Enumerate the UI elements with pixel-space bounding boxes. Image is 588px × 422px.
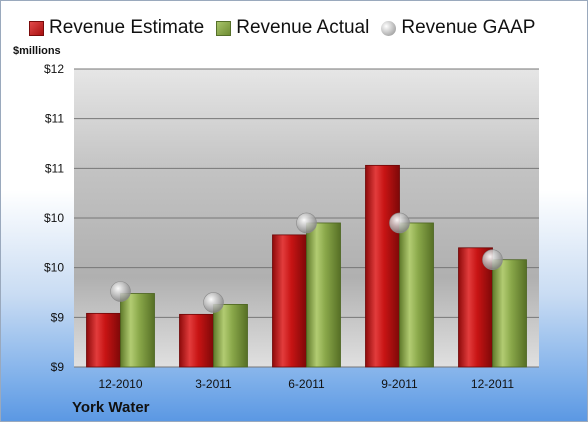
bar-revenue-estimate	[365, 164, 400, 368]
legend-label-revenue-actual: Revenue Actual	[236, 17, 370, 38]
y-tick-label: $11	[45, 112, 64, 126]
legend-item-revenue-actual: Revenue Actual	[216, 17, 369, 39]
bar-revenue-estimate	[179, 313, 214, 368]
legend-swatch-revenue-actual	[216, 20, 232, 36]
legend-item-revenue-gaap: Revenue GAAP	[381, 17, 535, 39]
bar-revenue-actual	[492, 259, 527, 368]
marker-revenue-gaap	[110, 281, 131, 302]
legend-label-revenue-estimate: Revenue Estimate	[49, 17, 205, 38]
bar-revenue-actual	[399, 222, 434, 368]
marker-revenue-gaap	[296, 212, 317, 234]
bar-revenue-estimate	[86, 312, 121, 368]
marker-revenue-gaap	[482, 249, 503, 271]
y-tick-label: $12	[44, 62, 64, 76]
y-tick-label: $10	[44, 261, 64, 275]
bar-revenue-estimate	[272, 234, 307, 368]
x-tick-label: 6-2011	[288, 377, 325, 391]
y-tick-label: $11	[45, 161, 64, 175]
bar-revenue-actual	[306, 222, 341, 368]
legend-item-revenue-estimate: Revenue Estimate	[29, 17, 204, 39]
y-axis-unit-label: $millions	[13, 45, 61, 57]
company-name: York Water	[72, 399, 150, 416]
x-tick-label: 12-2011	[471, 377, 514, 391]
marker-revenue-gaap	[389, 212, 410, 234]
bar-revenue-actual	[120, 293, 155, 368]
bar-revenue-actual	[213, 304, 248, 368]
legend-label-revenue-gaap: Revenue GAAP	[401, 17, 536, 38]
x-tick-label: 9-2011	[381, 377, 418, 391]
legend: Revenue Estimate Revenue Actual Revenue …	[29, 13, 535, 43]
legend-swatch-revenue-estimate	[29, 20, 44, 36]
x-tick-label: 3-2011	[195, 377, 232, 391]
x-tick-label: 12-2010	[98, 377, 142, 391]
y-tick-label: $9	[51, 360, 65, 374]
legend-swatch-revenue-gaap	[381, 20, 397, 36]
y-tick-label: $10	[44, 211, 64, 225]
y-tick-label: $9	[51, 310, 65, 324]
marker-revenue-gaap	[203, 292, 224, 313]
